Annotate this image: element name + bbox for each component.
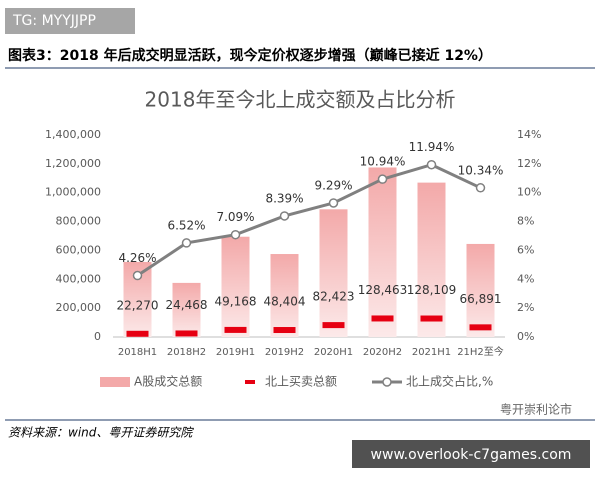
site: www.overlook-c7games.com <box>371 447 572 463</box>
value-label: 9.29% <box>314 178 352 192</box>
x-tick-label: 2019H2 <box>265 347 304 358</box>
value-label: 82,423 <box>313 290 355 304</box>
x-tick-label: 2018H1 <box>118 347 157 358</box>
x-tick-label: 21H2至今 <box>457 345 504 358</box>
dash <box>420 315 443 322</box>
line-marker <box>475 183 486 193</box>
value-label: 11.94% <box>409 140 455 154</box>
y-tick-label: 600,000 <box>56 243 102 256</box>
dash <box>273 327 296 334</box>
value-label: 128,109 <box>407 283 457 297</box>
x-tick-label: 2020H1 <box>314 347 353 358</box>
y2-tick-label: 12% <box>517 157 541 170</box>
value-label: 128,463 <box>358 283 408 297</box>
y2-tick-label: 2% <box>517 301 534 314</box>
bar-shade <box>221 236 250 337</box>
y-tick-label: 1,200,000 <box>45 157 101 170</box>
value-label: 10.94% <box>360 155 406 169</box>
value-label: 4.26% <box>118 251 156 265</box>
chart-title: 2018年至今北上成交额及占比分析 <box>145 88 456 112</box>
bar-shade <box>270 254 299 337</box>
x-tick-label: 2019H1 <box>216 347 255 358</box>
x-tick-label: 2021H1 <box>412 347 451 358</box>
bar-shade <box>319 209 348 337</box>
dash <box>175 330 198 337</box>
value-label: 48,404 <box>264 295 306 309</box>
legend-swatch <box>382 377 392 387</box>
tag-box <box>5 8 135 34</box>
bar-shade <box>466 243 495 337</box>
caption: 图表3：2018 年后成交明显活跃，现今定价权逐步增强（巅峰已接近 12%） <box>8 47 492 64</box>
legend-swatch <box>245 380 255 384</box>
y2-tick-label: 0% <box>517 330 534 343</box>
y-tick-label: 1,400,000 <box>45 128 101 141</box>
dash <box>322 322 345 329</box>
legend-swatch <box>100 377 130 387</box>
line-marker <box>181 238 192 248</box>
y-tick-label: 200,000 <box>56 301 102 314</box>
y2-tick-label: 8% <box>517 215 534 228</box>
value-label: 49,168 <box>215 294 257 308</box>
legend-label: A股成交总额 <box>134 374 202 389</box>
y-tick-label: 0 <box>94 330 101 343</box>
line-marker <box>328 198 339 208</box>
y2-tick-label: 14% <box>517 128 541 141</box>
bar-shade <box>172 282 201 337</box>
x-tick-label: 2020H2 <box>363 347 402 358</box>
value-label: 66,891 <box>460 292 502 306</box>
legend-label: 北上买卖总额 <box>265 375 337 389</box>
y2-tick-label: 4% <box>517 272 534 285</box>
y2-tick-label: 6% <box>517 243 534 256</box>
value-label: 10.34% <box>458 163 504 177</box>
value-label: 22,270 <box>117 298 159 312</box>
line-marker <box>426 159 437 170</box>
y-tick-label: 1,000,000 <box>45 186 101 199</box>
source: 资料来源：wind、粤开证券研究院 <box>8 426 194 440</box>
line-marker <box>230 229 241 240</box>
value-label: 6.52% <box>167 218 205 232</box>
line-marker <box>132 270 143 281</box>
dash <box>126 330 149 337</box>
bar-shade <box>368 167 397 337</box>
x-tick-label: 2018H2 <box>167 347 206 358</box>
tag: TG: MYYJJPP <box>12 13 96 29</box>
value-label: 24,468 <box>166 298 208 312</box>
bar-shade <box>417 182 446 337</box>
y-tick-label: 400,000 <box>56 272 102 285</box>
value-label: 7.09% <box>216 210 254 224</box>
dash <box>224 326 247 333</box>
dash <box>371 315 394 322</box>
legend-label: 北上成交占比,% <box>406 374 493 389</box>
site-box <box>352 440 590 468</box>
line <box>136 163 482 277</box>
y2-tick-label: 10% <box>517 186 541 199</box>
line-marker <box>279 211 290 221</box>
watermark: 粤开崇利论市 <box>500 402 572 417</box>
value-label: 8.39% <box>265 191 303 205</box>
line-marker <box>377 174 388 184</box>
dash <box>469 324 492 331</box>
y-tick-label: 800,000 <box>56 215 102 228</box>
